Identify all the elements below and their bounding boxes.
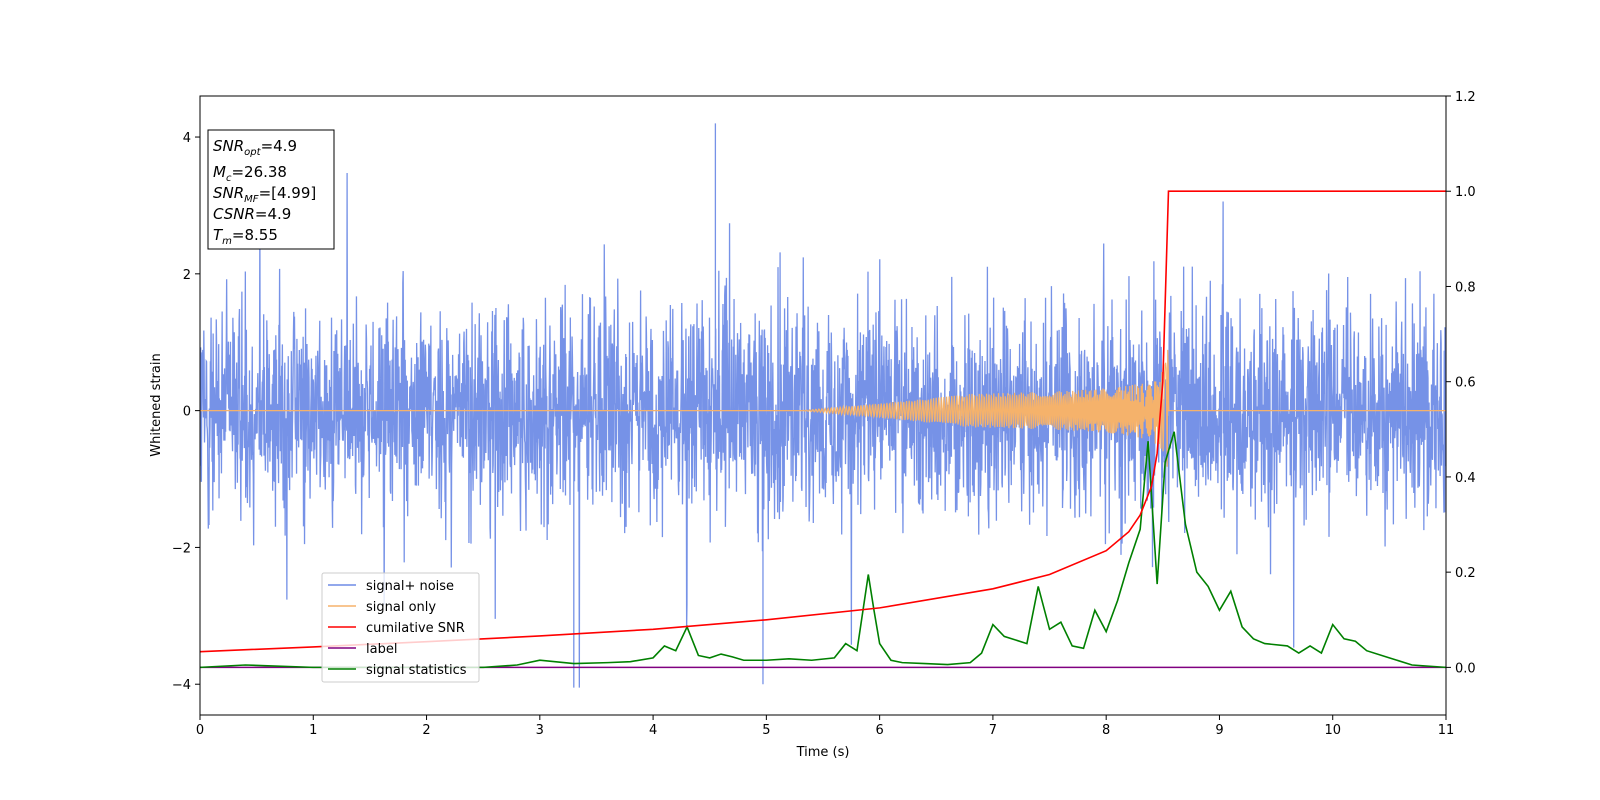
info-mc: Mc=26.38	[213, 163, 287, 184]
x-tick-label: 6	[875, 723, 883, 738]
legend-label-signal-noise: signal+ noise	[366, 579, 454, 594]
x-tick-label: 10	[1324, 723, 1341, 738]
x-tick-label: 0	[196, 723, 204, 738]
x-tick-label: 3	[536, 723, 544, 738]
y-right-tick-label: 0.0	[1455, 661, 1476, 676]
info-snr-mf: SNRMF=[4.99]	[213, 184, 316, 205]
legend-label-signal-only: signal only	[366, 600, 436, 615]
x-tick-label: 8	[1102, 723, 1110, 738]
y-right-tick-label: 0.4	[1455, 471, 1476, 486]
plot-frame	[199, 95, 1447, 716]
x-tick-label: 1	[309, 723, 317, 738]
x-tick-label: 7	[989, 723, 997, 738]
signal-only-series	[200, 349, 1446, 467]
y-axis-label: Whitened strain	[149, 353, 164, 456]
y-left-tick-label: −2	[172, 541, 191, 556]
y-left-tick-label: 0	[183, 405, 191, 420]
legend-label-signal-statistics: signal statistics	[366, 663, 467, 678]
legend-label-label: label	[366, 642, 397, 657]
y-left-tick-label: 2	[183, 268, 191, 283]
axes: 0 1 2 3 4 5 6 7 8 9 10 11 4 2 0 −2 −4 0.0 0.2 0.4 0.6 0.8 1.0 1…	[172, 90, 1476, 738]
y-right-tick-label: 0.2	[1455, 566, 1476, 581]
legend-label-cumulative-snr: cumilative SNR	[366, 621, 465, 636]
signal-statistics-line	[200, 431, 1446, 669]
signal-only-line	[200, 349, 1446, 467]
info-snr-opt: SNRopt=4.9	[213, 137, 297, 158]
y-left-tick-label: −4	[172, 678, 191, 693]
legend: signal+ noise signal only cumilative SNR…	[321, 572, 480, 683]
signal-noise-line	[200, 123, 1446, 688]
y-right-tick-label: 1.2	[1455, 90, 1476, 105]
y-right-tick-label: 1.0	[1455, 185, 1476, 200]
info-box: SNRopt=4.9 Mc=26.38 SNRMF=[4.99] CSNR=4.…	[207, 129, 335, 250]
x-tick-label: 9	[1215, 723, 1223, 738]
x-tick-label: 5	[762, 723, 770, 738]
x-tick-label: 11	[1438, 723, 1455, 738]
y-right-tick-label: 0.6	[1455, 376, 1476, 391]
signal-noise-series	[200, 123, 1446, 688]
y-left-tick-label: 4	[183, 131, 191, 146]
info-tm: Tm=8.55	[213, 226, 278, 247]
x-tick-label: 4	[649, 723, 657, 738]
info-csnr: CSNR=4.9	[213, 205, 291, 223]
cumulative-snr-line	[200, 190, 1446, 653]
x-axis-label: Time (s)	[796, 745, 850, 760]
y-right-tick-label: 0.8	[1455, 280, 1476, 295]
x-tick-label: 2	[422, 723, 430, 738]
